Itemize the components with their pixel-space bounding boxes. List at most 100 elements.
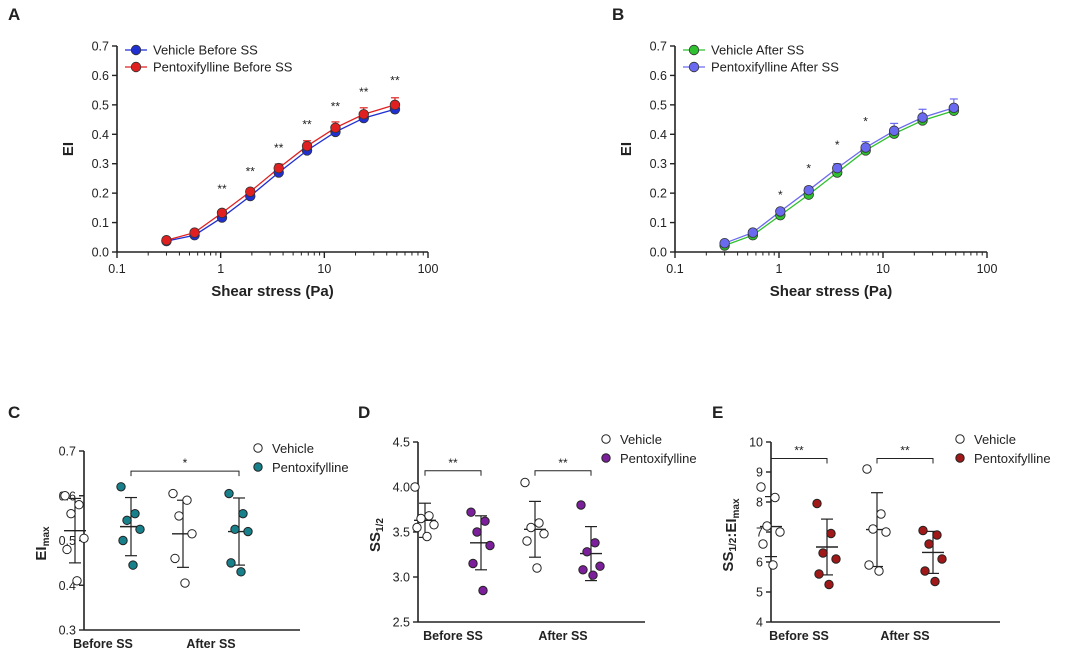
data-point — [480, 516, 490, 526]
significance-bracket — [424, 470, 482, 476]
data-point — [410, 482, 420, 492]
significance-marker: ** — [359, 85, 369, 99]
data-point — [238, 508, 248, 519]
data-point — [429, 520, 439, 530]
data-point — [520, 477, 530, 488]
x-tick-label: 100 — [418, 262, 439, 276]
data-point — [118, 535, 128, 546]
category-label: Before SS — [769, 629, 829, 643]
label-text: SS — [367, 532, 384, 552]
significance-marker: ** — [558, 456, 568, 470]
data-point — [747, 227, 759, 238]
legend-label: Pentoxifylline After SS — [711, 60, 839, 75]
data-point — [917, 112, 928, 123]
y-tick-label: 0.7 — [92, 40, 109, 54]
data-point — [768, 560, 778, 570]
x-tick-label: 0.1 — [666, 262, 683, 276]
data-point — [472, 527, 482, 537]
data-point — [756, 482, 766, 492]
label-subscript: max — [731, 498, 742, 518]
category-label: After SS — [880, 629, 929, 643]
panel-letter-c: C — [8, 403, 20, 422]
data-point — [775, 527, 785, 537]
y-tick-label: 8 — [756, 496, 763, 510]
panel-a-line-chart: 0.0 0.1 0.2 0.3 0.4 0.5 0.6 0.7 0.1 1 10 100 Shear s… — [60, 40, 438, 301]
data-point — [116, 482, 126, 492]
data-point — [72, 576, 82, 586]
data-point — [526, 522, 536, 533]
data-point — [770, 492, 780, 503]
significance-bracket — [770, 458, 828, 464]
y-tick-label: 0.3 — [650, 157, 667, 171]
data-point — [590, 538, 600, 548]
category-label: After SS — [538, 629, 587, 643]
y-tick-label: 0.1 — [92, 216, 109, 230]
legend-marker — [955, 434, 965, 444]
panel-e-dot-plot: 4 5 6 7 8 9 10 Before SS After SS SS1/2:EImax ** **… — [720, 432, 1051, 643]
data-point — [330, 122, 341, 134]
panel-letter-a: A — [8, 5, 20, 24]
y-tick-label: 5 — [756, 586, 763, 600]
data-point — [826, 528, 836, 539]
legend-marker — [130, 44, 142, 56]
data-point — [79, 533, 89, 543]
data-point — [522, 536, 532, 546]
legend-marker — [601, 453, 611, 463]
data-point — [832, 162, 843, 174]
category-label: Before SS — [73, 637, 133, 650]
y-tick-label: 3.5 — [393, 526, 410, 540]
legend-marker — [688, 61, 700, 73]
data-point — [62, 544, 72, 555]
panel-letter-b: B — [612, 5, 624, 24]
data-point — [534, 518, 544, 528]
y-tick-label: 0.5 — [650, 98, 667, 112]
data-point — [868, 524, 878, 534]
label-text: SS — [720, 552, 737, 572]
y-tick-label: 0.7 — [650, 40, 667, 54]
data-point — [758, 539, 768, 549]
y-tick-label: 4 — [756, 616, 763, 630]
significance-marker: * — [183, 456, 188, 470]
x-tick-label: 100 — [977, 262, 998, 276]
y-tick-label: 3.0 — [393, 571, 410, 585]
data-point — [595, 561, 605, 571]
legend-label: Vehicle Before SS — [153, 43, 258, 58]
data-point — [189, 227, 200, 238]
label-subscript: 1/2 — [375, 518, 386, 532]
significance-marker: * — [863, 114, 868, 128]
x-tick-label: 10 — [317, 262, 331, 276]
data-point — [180, 578, 190, 588]
data-point — [60, 491, 70, 501]
data-point — [468, 558, 478, 569]
significance-marker: * — [835, 138, 840, 152]
data-point — [918, 525, 928, 536]
data-point — [245, 186, 256, 197]
significance-marker: * — [778, 188, 783, 202]
y-tick-label: 0.7 — [59, 445, 76, 459]
data-point — [864, 560, 874, 570]
data-point — [874, 566, 884, 576]
data-point — [128, 560, 138, 570]
data-point — [74, 500, 84, 510]
legend-marker — [253, 443, 263, 453]
data-point — [924, 539, 934, 549]
data-point — [168, 488, 178, 499]
panel-d-dot-plot: 2.5 3.0 3.5 4.0 4.5 Before SS After SS SS1/2 ** *… — [367, 432, 697, 643]
data-point — [948, 102, 960, 114]
y-axis-title: SS1/2:EImax — [720, 498, 742, 572]
data-point — [576, 500, 586, 510]
data-point — [135, 524, 145, 535]
y-tick-label: 6 — [756, 556, 763, 570]
significance-marker: ** — [900, 444, 910, 458]
data-point — [876, 509, 886, 519]
legend-label: Pentoxifylline — [620, 451, 697, 466]
data-point — [161, 235, 172, 246]
legend-marker — [601, 434, 611, 444]
legend-label: Pentoxifylline Before SS — [153, 60, 293, 75]
x-tick-label: 1 — [217, 262, 224, 276]
data-point — [775, 206, 786, 217]
data-point — [478, 585, 488, 596]
significance-marker: ** — [302, 117, 312, 131]
y-tick-label: 0.4 — [92, 128, 109, 142]
panel-b-line-chart: 0.0 0.1 0.2 0.3 0.4 0.5 0.6 0.7 0.1 1 10 100 Shear s… — [618, 40, 997, 301]
